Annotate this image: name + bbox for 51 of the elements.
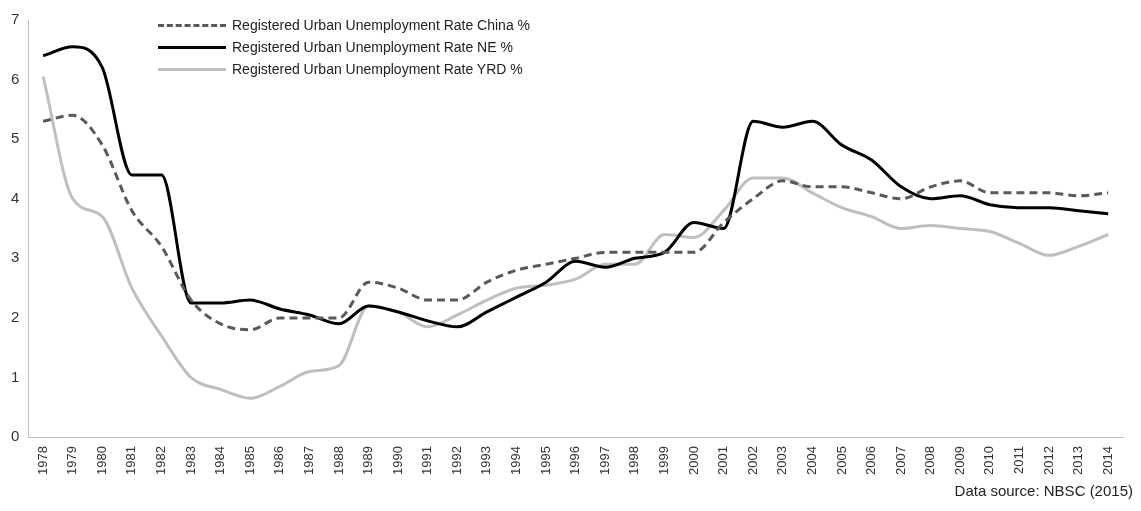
y-tick-label: 4 bbox=[11, 188, 20, 206]
legend-label: Registered Urban Unemployment Rate NE % bbox=[232, 39, 513, 55]
x-tick-label: 1999 bbox=[656, 446, 672, 475]
x-tick-label: 1993 bbox=[478, 446, 494, 475]
line-series bbox=[41, 113, 1110, 332]
y-tick-label: 6 bbox=[11, 69, 20, 87]
x-tick-label: 1998 bbox=[626, 446, 642, 475]
source-note: Data source: NBSC (2015) bbox=[953, 482, 1133, 499]
y-tick-label: 2 bbox=[11, 308, 20, 326]
x-tick-label: 2004 bbox=[803, 446, 819, 475]
x-tick-label: 2007 bbox=[892, 446, 908, 475]
x-tick-label: 1981 bbox=[123, 446, 139, 475]
x-tick-label: 1997 bbox=[596, 446, 612, 475]
x-tick-label: 2008 bbox=[922, 446, 938, 475]
x-tick-label: 1983 bbox=[182, 446, 198, 475]
x-tick-label: 2000 bbox=[685, 446, 701, 475]
x-tick-label: 1988 bbox=[330, 446, 346, 475]
line-series bbox=[41, 75, 1110, 400]
y-tick-label: 1 bbox=[11, 367, 20, 385]
x-tick-label: 2006 bbox=[863, 446, 879, 475]
legend-label: Registered Urban Unemployment Rate China % bbox=[232, 17, 531, 33]
x-tick-label: 2001 bbox=[715, 446, 731, 475]
x-tick-label: 1987 bbox=[300, 446, 316, 475]
x-tick-label: 1995 bbox=[537, 446, 553, 475]
x-tick-label: 2012 bbox=[1040, 446, 1056, 475]
x-tick-label: 2009 bbox=[951, 446, 967, 475]
y-tick-label: 3 bbox=[11, 248, 20, 266]
x-tick-label: 1985 bbox=[241, 446, 257, 475]
x-tick-label: 1996 bbox=[567, 446, 583, 475]
x-tick-label: 1989 bbox=[360, 446, 376, 475]
x-tick-label: 2013 bbox=[1070, 446, 1086, 475]
legend-label: Registered Urban Unemployment Rate YRD % bbox=[232, 61, 523, 77]
x-tick-label: 1994 bbox=[508, 446, 524, 475]
x-tick-label: 1990 bbox=[389, 446, 405, 475]
x-tick-label: 1982 bbox=[153, 446, 169, 475]
x-tick-label: 1984 bbox=[212, 446, 228, 475]
y-tick-label: 7 bbox=[11, 10, 20, 28]
y-tick-label: 0 bbox=[11, 427, 20, 445]
x-tick-label: 1978 bbox=[34, 446, 50, 475]
y-tick-label: 5 bbox=[11, 129, 20, 147]
x-tick-label: 2003 bbox=[774, 446, 790, 475]
x-tick-label: 2005 bbox=[833, 446, 849, 475]
x-tick-label: 1991 bbox=[419, 446, 435, 475]
x-tick-label: 1986 bbox=[271, 446, 287, 475]
x-tick-label: 2011 bbox=[1011, 446, 1027, 475]
x-tick-label: 2002 bbox=[744, 446, 760, 475]
x-tick-label: 1979 bbox=[64, 446, 80, 475]
x-tick-label: 1980 bbox=[93, 446, 109, 475]
x-tick-label: 2014 bbox=[1099, 446, 1115, 475]
x-tick-label: 1992 bbox=[448, 446, 464, 475]
x-tick-label: 2010 bbox=[981, 446, 997, 475]
